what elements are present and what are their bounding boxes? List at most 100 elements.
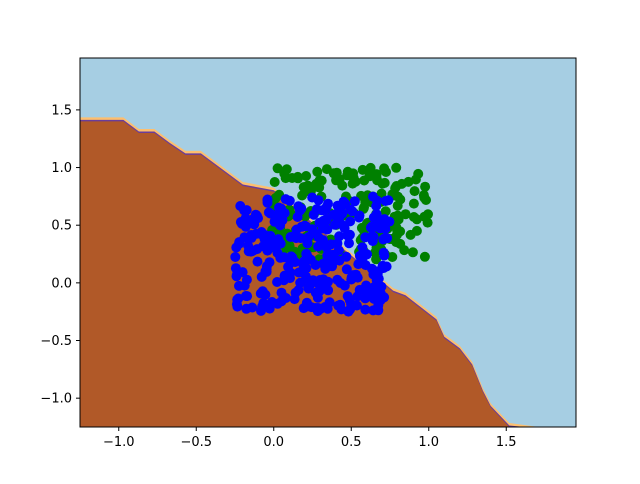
data-point xyxy=(249,219,260,230)
data-point xyxy=(301,248,312,259)
data-point xyxy=(340,198,351,209)
data-point xyxy=(248,245,259,256)
data-point xyxy=(272,247,283,258)
data-point xyxy=(379,214,390,225)
data-point xyxy=(360,304,371,315)
data-point xyxy=(310,260,321,270)
data-point xyxy=(278,275,289,286)
data-point xyxy=(280,173,291,184)
x-tick-label: 0.0 xyxy=(263,435,284,450)
data-point xyxy=(333,245,344,256)
data-point xyxy=(360,293,371,304)
data-point xyxy=(308,209,319,220)
data-point xyxy=(348,168,359,179)
data-point xyxy=(247,302,258,313)
data-point xyxy=(357,252,368,263)
data-point xyxy=(272,163,283,174)
data-point xyxy=(318,283,329,294)
data-point xyxy=(275,220,286,231)
data-point xyxy=(312,166,323,177)
data-point xyxy=(390,183,401,194)
y-tick-label: 0.0 xyxy=(51,276,72,291)
data-point xyxy=(320,263,331,274)
data-point xyxy=(259,234,270,245)
data-point xyxy=(252,256,263,267)
data-point xyxy=(408,198,419,209)
data-point xyxy=(365,164,376,175)
data-point xyxy=(333,300,344,311)
data-point xyxy=(421,195,431,205)
data-point xyxy=(380,196,391,206)
data-point xyxy=(373,266,384,277)
data-point xyxy=(368,191,378,202)
data-point xyxy=(380,206,391,217)
data-point xyxy=(407,247,418,258)
data-point xyxy=(328,256,339,267)
y-tick-label: 1.5 xyxy=(51,103,72,118)
x-tick-label: 1.0 xyxy=(418,435,439,450)
data-point xyxy=(234,280,244,291)
plot-area xyxy=(80,58,576,427)
data-point xyxy=(313,195,324,206)
data-point xyxy=(399,245,410,256)
data-point xyxy=(310,303,321,313)
data-point xyxy=(391,222,402,232)
x-tick-label: −1.0 xyxy=(103,435,135,450)
axes-frame xyxy=(79,57,577,428)
data-point xyxy=(344,238,354,249)
data-point xyxy=(302,183,313,194)
data-point xyxy=(423,209,433,220)
data-point xyxy=(281,164,292,175)
x-tick-label: 1.5 xyxy=(496,435,517,450)
data-point xyxy=(321,242,332,253)
data-point xyxy=(346,274,357,285)
data-point xyxy=(280,194,291,205)
data-point xyxy=(378,247,389,258)
data-point xyxy=(230,252,241,262)
data-point xyxy=(370,247,381,258)
data-point xyxy=(232,301,243,312)
data-point xyxy=(321,202,332,213)
x-tick-label: 0.5 xyxy=(341,435,362,450)
data-point xyxy=(419,251,430,262)
data-point xyxy=(297,190,308,201)
data-point xyxy=(331,175,342,186)
data-point xyxy=(405,229,416,240)
series-1 xyxy=(230,191,395,317)
data-point xyxy=(233,293,244,304)
data-point xyxy=(318,274,329,285)
data-point xyxy=(360,232,371,243)
data-point xyxy=(292,171,303,182)
data-point xyxy=(317,223,328,234)
y-tick-label: 1.0 xyxy=(51,161,72,176)
data-point xyxy=(285,257,296,268)
data-point xyxy=(380,223,391,234)
data-point xyxy=(391,162,402,173)
data-point xyxy=(371,201,382,211)
data-point xyxy=(279,208,290,219)
data-point xyxy=(241,205,252,216)
data-point xyxy=(276,287,287,298)
data-point xyxy=(381,261,392,272)
data-point xyxy=(305,279,316,290)
data-point xyxy=(420,181,431,192)
data-point xyxy=(269,177,280,187)
data-point xyxy=(240,213,251,224)
data-point xyxy=(312,292,323,303)
data-point xyxy=(332,200,343,211)
data-point xyxy=(258,298,269,308)
data-point xyxy=(352,291,363,302)
data-point xyxy=(368,305,379,316)
data-point xyxy=(316,175,327,186)
data-point xyxy=(379,177,390,188)
data-point xyxy=(265,208,276,219)
data-point xyxy=(301,171,312,181)
data-point xyxy=(324,297,335,308)
data-point xyxy=(257,286,268,297)
data-point xyxy=(321,213,332,224)
data-point xyxy=(301,297,312,308)
data-point xyxy=(342,230,353,241)
data-point xyxy=(395,194,406,205)
data-point xyxy=(422,217,433,228)
